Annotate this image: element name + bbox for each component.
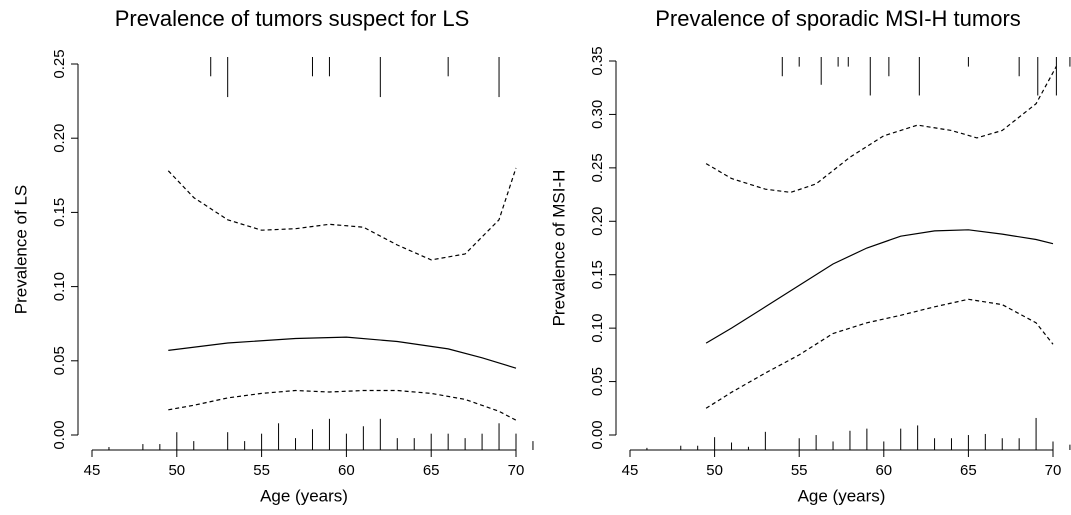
x-tick-label: 70 (508, 462, 525, 479)
x-tick-label: 70 (1045, 462, 1062, 479)
y-tick-label: 0.10 (51, 272, 68, 301)
y-tick-label: 0.25 (51, 49, 68, 78)
y-tick-label: 0.05 (51, 346, 68, 375)
x-tick-label: 50 (706, 462, 723, 479)
y-tick-label: 0.25 (589, 153, 606, 182)
chart-title: Prevalence of sporadic MSI-H tumors (655, 6, 1021, 31)
x-tick-label: 65 (960, 462, 977, 479)
ci-line (705, 298, 1054, 409)
x-tick-label: 55 (253, 462, 270, 479)
x-tick-label: 60 (338, 462, 355, 479)
y-tick-label: 0.20 (51, 124, 68, 153)
x-axis-label: Age (years) (260, 486, 348, 505)
x-tick-label: 50 (168, 462, 185, 479)
y-tick-label: 0.00 (589, 420, 606, 449)
y-tick-label: 0.15 (51, 198, 68, 227)
x-tick-label: 45 (84, 462, 101, 479)
estimate-line (705, 229, 1054, 344)
y-tick-label: 0.20 (589, 207, 606, 236)
ci-line (168, 389, 517, 421)
x-tick-label: 65 (423, 462, 440, 479)
y-axis-label: Prevalence of MSI-H (549, 170, 568, 327)
y-tick-label: 0.30 (589, 100, 606, 129)
chart-title: Prevalence of tumors suspect for LS (115, 6, 470, 31)
x-tick-label: 60 (875, 462, 892, 479)
x-tick-label: 45 (622, 462, 639, 479)
y-tick-label: 0.00 (51, 420, 68, 449)
y-tick-label: 0.15 (589, 260, 606, 289)
ci-line (705, 66, 1057, 194)
y-axis-label: Prevalence of LS (11, 185, 30, 314)
x-axis-label: Age (years) (798, 486, 886, 505)
y-tick-label: 0.10 (589, 314, 606, 343)
estimate-line (168, 336, 517, 369)
y-tick-label: 0.35 (589, 46, 606, 75)
x-tick-label: 55 (791, 462, 808, 479)
y-tick-label: 0.05 (589, 367, 606, 396)
ci-line (167, 167, 517, 261)
